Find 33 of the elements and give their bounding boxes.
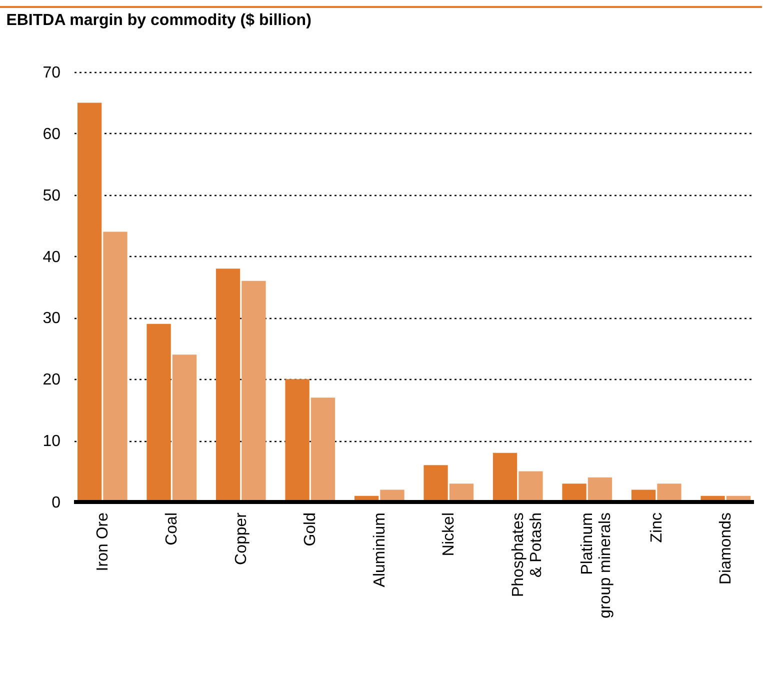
x-tick-label: Copper — [232, 512, 250, 565]
bar — [77, 102, 102, 502]
x-tick-label: Aluminium — [371, 512, 388, 588]
bar — [172, 354, 197, 502]
x-tick-label: Zinc — [648, 512, 666, 543]
y-tick-label: 60 — [42, 126, 61, 143]
y-tick-label: 30 — [42, 310, 61, 328]
x-tick-label: Iron Ore — [94, 512, 112, 572]
x-tick-label: Platinum group minerals — [579, 512, 614, 618]
x-tick-label: Gold — [302, 512, 320, 546]
y-tick-label: 10 — [42, 433, 61, 450]
bar — [562, 484, 586, 502]
bar — [310, 398, 336, 502]
bar — [588, 477, 612, 502]
bar — [103, 232, 128, 502]
y-tick-label: 20 — [42, 372, 61, 389]
x-tick-label: Nickel — [440, 512, 458, 556]
bar — [657, 484, 682, 502]
bar — [492, 452, 518, 502]
x-tick-label: Coal — [164, 512, 181, 546]
bar — [216, 268, 240, 502]
bar — [146, 324, 171, 502]
bar — [285, 379, 310, 502]
chart-title: EBITDA margin by commodity ($ billion) — [6, 12, 312, 29]
y-tick-label: 70 — [42, 64, 61, 82]
bar — [424, 465, 448, 502]
y-tick-label: 0 — [52, 494, 61, 512]
x-tick-label: Phosphates & Potash — [510, 512, 545, 598]
y-tick-label: 50 — [42, 187, 61, 204]
x-tick-label: Diamonds — [718, 512, 735, 585]
bar — [518, 471, 543, 502]
bar — [242, 280, 266, 502]
y-tick-label: 40 — [42, 248, 61, 266]
